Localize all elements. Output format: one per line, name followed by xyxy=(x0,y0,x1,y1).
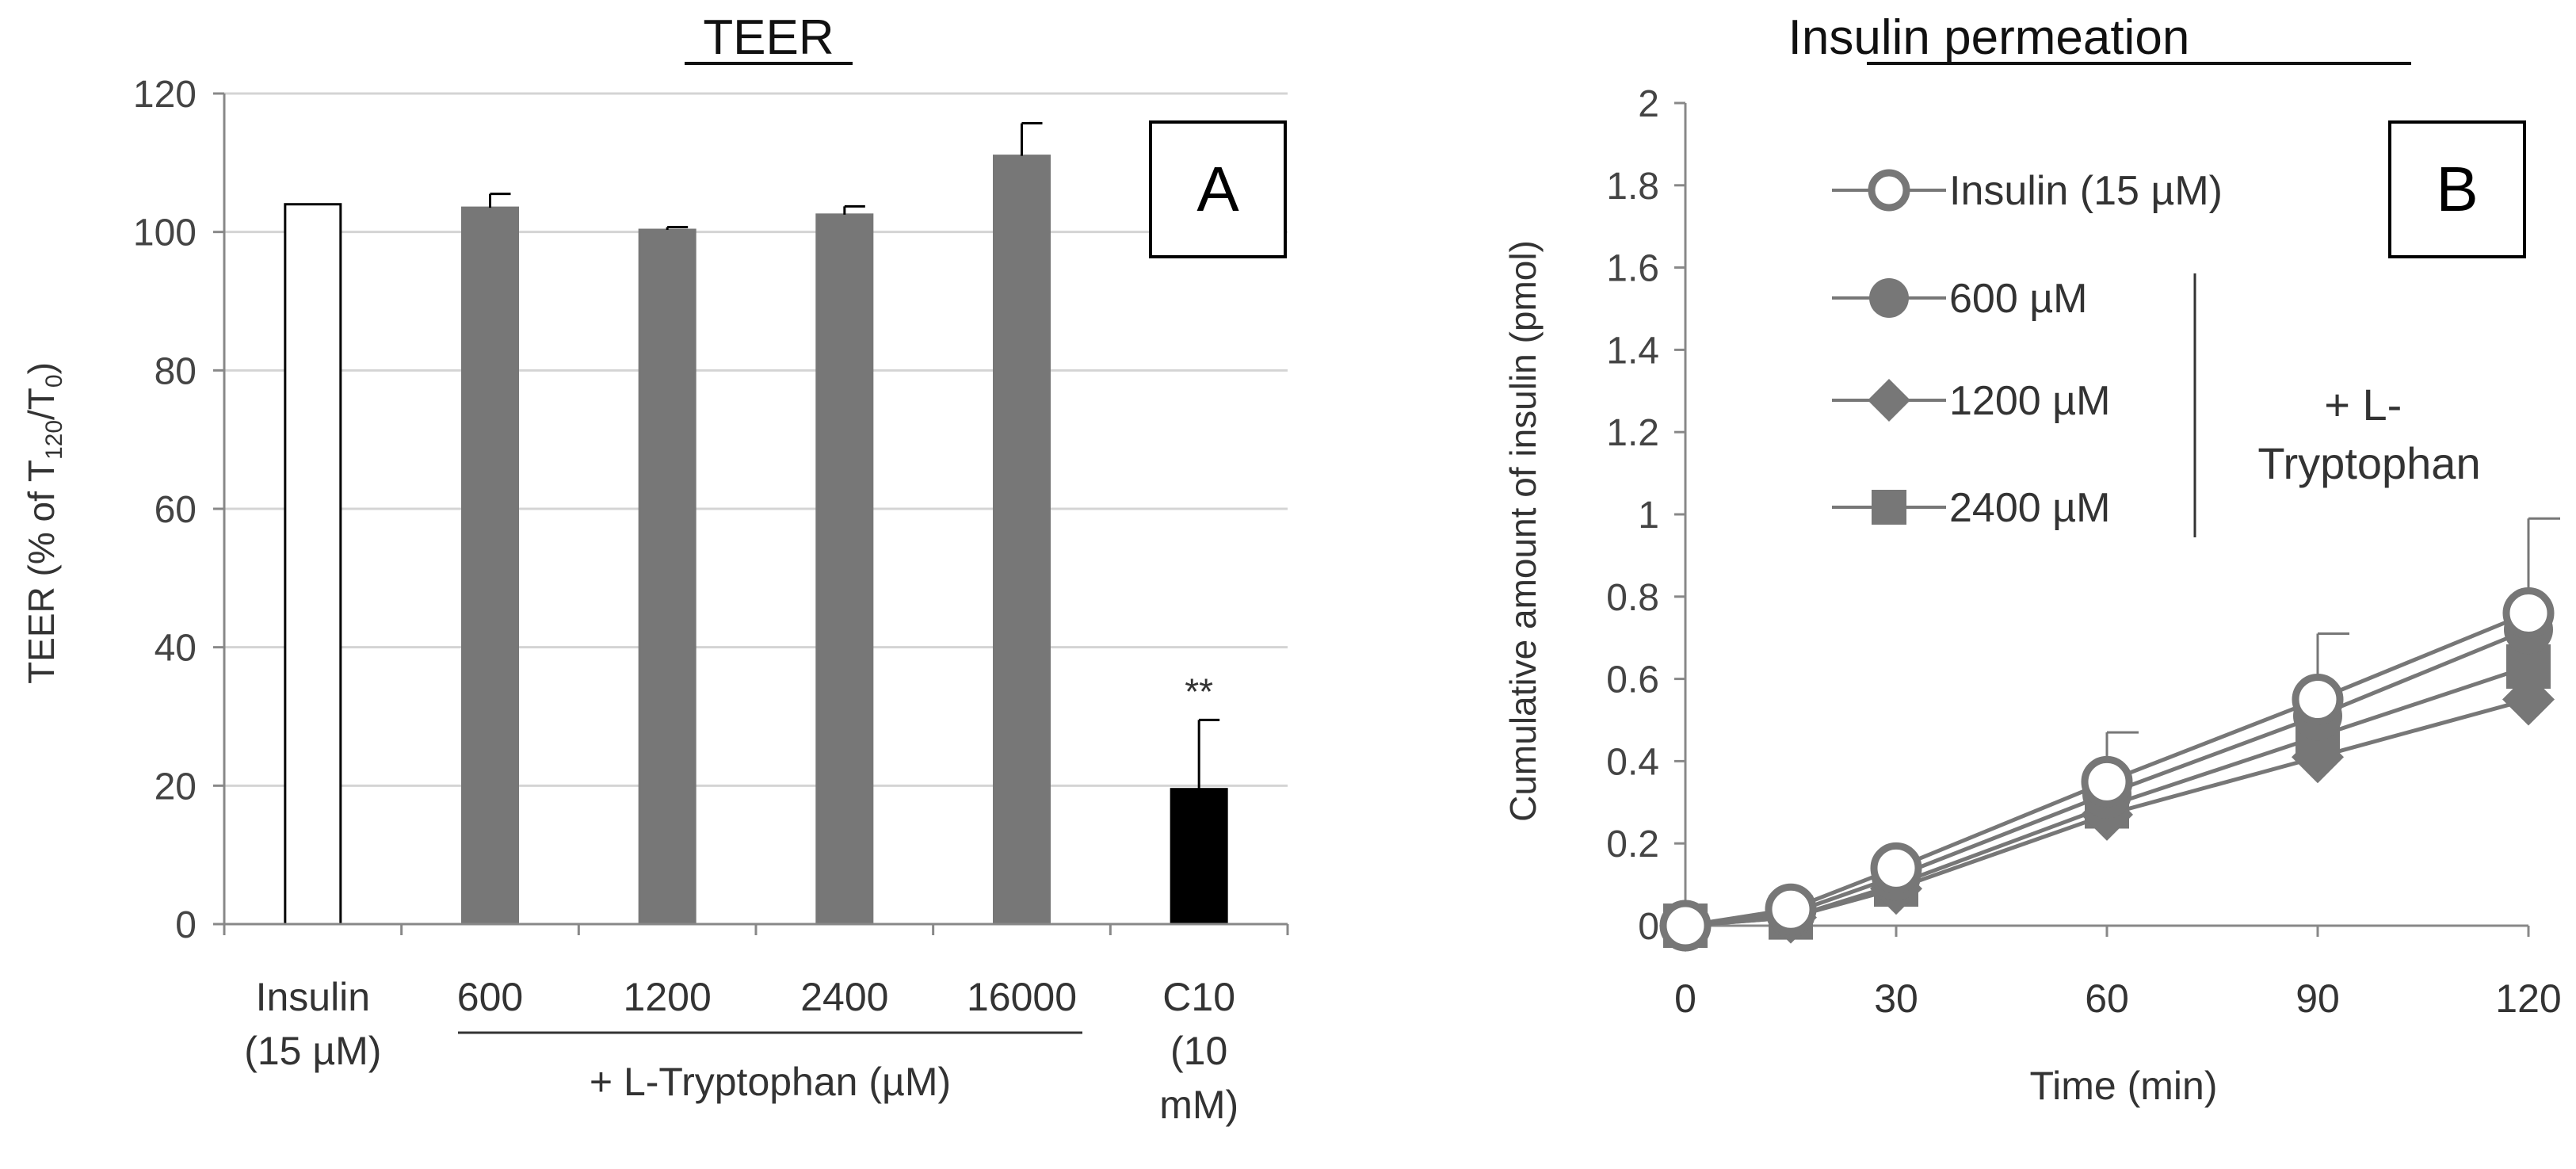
panel-b-legend-entry: Insulin (15 µM) xyxy=(1949,168,2223,214)
panel-b-marker-open-circle xyxy=(2292,674,2344,726)
panel-b-y-tick-label: 1.4 xyxy=(1606,330,1659,372)
panel-b-marker-square xyxy=(1872,490,1906,525)
panel-b-marker-filled-circle xyxy=(1869,278,1909,318)
panel-a-title: TEER xyxy=(703,10,834,65)
panel-a-y-axis-label: TEER (% of T120/T0) xyxy=(21,362,67,684)
panel-b-x-tick-label: 60 xyxy=(2085,976,2129,1021)
panel-b-y-tick-label: 1.8 xyxy=(1606,166,1659,208)
panel-a-y-tick-label: 100 xyxy=(133,212,197,254)
panel-a-gridlines xyxy=(224,92,1288,787)
panel-b-y-tick-label: 1.6 xyxy=(1606,248,1659,290)
panel-b-y-tick-labels: 0 0.2 0.4 0.6 0.8 1 1.2 1.4 1.6 1.8 2 xyxy=(1606,83,1659,948)
panel-a-category-label: 2400 xyxy=(800,975,888,1019)
panel-b-y-tick-label: 0.6 xyxy=(1606,659,1659,701)
panel-a-category-label: 16000 xyxy=(967,975,1077,1019)
panel-a-category-label: mM) xyxy=(1159,1083,1238,1127)
panel-b-marker-open-circle xyxy=(1870,842,1922,894)
ylabel-sub-1: 120 xyxy=(41,420,67,460)
panel-b-y-tick-label: 0 xyxy=(1638,906,1659,948)
panel-a-y-tick-label: 0 xyxy=(175,904,197,946)
panel-b-y-tick-label: 1.2 xyxy=(1606,412,1659,454)
panel-b-y-tick-label: 2 xyxy=(1638,83,1659,125)
panel-b-x-axis-label: Time (min) xyxy=(2029,1064,2217,1108)
group-label-line-2: Tryptophan xyxy=(2257,438,2480,488)
panel-a-y-tick-label: 60 xyxy=(155,489,197,531)
panel-b-marker-diamond xyxy=(2502,673,2555,726)
panel-b-legend-entry: 1200 µM xyxy=(1949,378,2110,424)
panel-a-category-label: 600 xyxy=(457,975,523,1019)
panel-b-insulin-permeation-chart: Insulin permeation 0 0.2 0.4 0.6 0.8 1 1.2 1.4 1… xyxy=(1502,10,2562,1108)
panel-b-y-tick-label: 0.4 xyxy=(1606,741,1659,783)
panel-b-marker-diamond xyxy=(1868,379,1910,422)
panel-b-marker-open-circle xyxy=(2502,587,2555,640)
panel-b-title: Insulin permeation xyxy=(1788,10,2190,65)
panel-b-y-tick-label: 0.2 xyxy=(1606,823,1659,865)
panel-a-axes xyxy=(213,92,1289,935)
ylabel-suffix: ) xyxy=(21,362,62,374)
panel-b-group-label: + L- Tryptophan xyxy=(2257,380,2480,488)
panel-a-y-tick-label: 80 xyxy=(155,350,197,392)
group-label-line-1: + L- xyxy=(2324,380,2402,430)
panel-b-marker-open-circle xyxy=(2081,755,2133,808)
panel-a-category-label: 1200 xyxy=(624,975,712,1019)
panel-b-marker-open-circle xyxy=(1659,900,1712,952)
panel-a-category-label: (10 xyxy=(1170,1029,1227,1073)
panel-a-label-box xyxy=(1149,120,1287,258)
panel-a-bar xyxy=(993,155,1051,926)
panel-b-x-tick-label: 0 xyxy=(1674,976,1696,1021)
panel-a-group-label: + L-Tryptophan (µM) xyxy=(590,1060,951,1104)
panel-a-y-tick-label: 120 xyxy=(133,74,197,116)
panel-b-marker-open-circle xyxy=(1765,883,1817,935)
panel-a-bar xyxy=(284,203,342,926)
panel-a-bar xyxy=(1170,788,1228,926)
panel-a-x-tick-labels: Insulin (15 µM) 600 1200 2400 16000 C10 (10 mM) xyxy=(244,975,1238,1127)
panel-b-legend-entry: 600 µM xyxy=(1949,276,2087,322)
panel-a-significance-marker: ** xyxy=(1185,670,1213,712)
panel-a-bar xyxy=(815,213,874,926)
panel-b-marker-open-circle xyxy=(1868,169,1910,212)
panel-b-y-tick-label: 1 xyxy=(1638,495,1659,537)
panel-b-x-tick-label: 120 xyxy=(2495,976,2561,1021)
panel-b-x-tick-label: 90 xyxy=(2296,976,2340,1021)
panel-a-category-label: C10 xyxy=(1162,975,1235,1019)
panel-b-y-tick-label: 0.8 xyxy=(1606,577,1659,619)
panel-b-legend-entry: 2400 µM xyxy=(1949,485,2110,531)
panel-a-category-label: (15 µM) xyxy=(244,1029,381,1073)
panel-a-y-tick-label: 40 xyxy=(155,628,197,670)
panel-b-label: B xyxy=(2436,154,2478,224)
ylabel-prefix: TEER (% of T xyxy=(21,460,62,684)
panel-a-category-label: Insulin xyxy=(256,975,371,1019)
panel-a-error-bars: ** xyxy=(489,122,1220,789)
ylabel-sub-2: 0 xyxy=(41,374,67,388)
panel-a-y-tick-labels: 0 20 40 60 80 100 120 xyxy=(133,74,197,946)
panel-b-y-axis-label: Cumulative amount of insulin (pmol) xyxy=(1502,240,1544,822)
panel-a-y-tick-label: 20 xyxy=(155,766,197,808)
panel-b-markers xyxy=(1659,587,2555,952)
panel-a-bar xyxy=(461,206,519,926)
panel-b-marker-diamond xyxy=(2292,731,2344,784)
ylabel-mid: /T xyxy=(21,388,62,420)
panel-b-x-tick-label: 30 xyxy=(1874,976,1918,1021)
panel-b-x-tick-labels: 0 30 60 90 120 xyxy=(1674,976,2562,1021)
panel-a-bar xyxy=(638,228,696,926)
panel-b-legend: Insulin (15 µM) 600 µM 1200 µM 2400 µM xyxy=(1832,168,2223,531)
panel-a-bars xyxy=(284,155,1228,926)
panel-b-label-box xyxy=(2388,120,2526,258)
panel-a-label: A xyxy=(1196,154,1239,224)
